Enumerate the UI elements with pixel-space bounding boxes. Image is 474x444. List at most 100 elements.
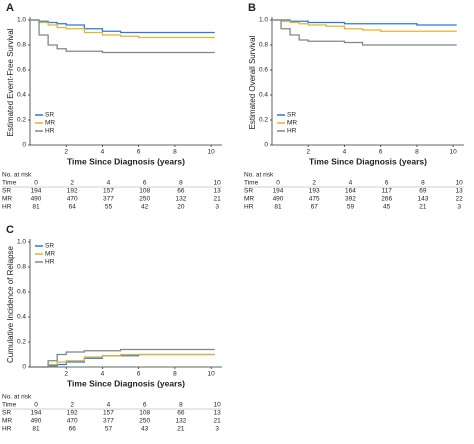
legend-label: MR — [45, 251, 55, 258]
risk-count: 377 — [103, 196, 114, 203]
survival-curve — [30, 19, 215, 34]
y-tick-label: 0.4 — [17, 314, 26, 321]
y-axis-title: Estimated Overall Survival — [248, 35, 257, 129]
risk-count: 13 — [214, 188, 222, 195]
survival-curve — [30, 348, 215, 368]
risk-count: 194 — [31, 188, 42, 195]
y-tick-label: 0 — [22, 364, 26, 371]
risk-time: 8 — [179, 402, 183, 409]
risk-time: 4 — [107, 180, 111, 187]
risk-count: 193 — [309, 188, 320, 195]
risk-count: 20 — [177, 204, 185, 211]
x-axis-title: Time Since Diagnosis (years) — [67, 156, 185, 166]
x-tick-label: 6 — [137, 149, 141, 156]
y-tick-label: 0.2 — [259, 117, 268, 124]
x-tick-label: 4 — [101, 149, 105, 156]
panel-label: C — [6, 224, 14, 236]
x-tick-label: 8 — [173, 371, 177, 378]
risk-count: 490 — [31, 418, 42, 425]
x-tick-label: 2 — [64, 149, 68, 156]
risk-table-header: Time — [2, 402, 17, 409]
risk-table-header: Time — [2, 180, 17, 187]
y-tick-label: 0.6 — [17, 67, 26, 74]
y-tick-label: 0.8 — [259, 42, 268, 49]
survival-curve — [272, 19, 457, 26]
risk-time: 4 — [107, 402, 111, 409]
risk-row-label: HR — [2, 426, 12, 433]
x-tick-label: 6 — [137, 371, 141, 378]
y-tick-label: 0.4 — [259, 92, 268, 99]
risk-count: 132 — [175, 418, 186, 425]
risk-count: 81 — [32, 204, 40, 211]
risk-count: 21 — [214, 418, 222, 425]
survival-curve — [30, 19, 215, 54]
risk-time: 0 — [276, 180, 280, 187]
risk-count: 81 — [274, 204, 282, 211]
risk-count: 42 — [141, 204, 149, 211]
y-tick-label: 0 — [22, 142, 26, 149]
risk-row-label: SR — [244, 188, 253, 195]
risk-count: 59 — [347, 204, 355, 211]
risk-count: 81 — [32, 426, 40, 433]
risk-time: 8 — [421, 180, 425, 187]
risk-count: 250 — [139, 196, 150, 203]
risk-row-label: SR — [2, 188, 11, 195]
risk-count: 164 — [345, 188, 356, 195]
risk-count: 3 — [215, 426, 219, 433]
risk-count: 69 — [419, 188, 427, 195]
risk-count: 21 — [419, 204, 427, 211]
legend-label: HR — [45, 128, 55, 135]
risk-time: 10 — [214, 180, 222, 187]
legend-label: MR — [287, 120, 297, 127]
y-tick-label: 0.4 — [17, 92, 26, 99]
risk-count: 143 — [417, 196, 428, 203]
x-tick-label: 8 — [173, 149, 177, 156]
risk-count: 157 — [103, 188, 114, 195]
risk-count: 21 — [214, 196, 222, 203]
y-tick-label: 0 — [264, 142, 268, 149]
panel-label: B — [248, 2, 256, 14]
y-tick-label: 0.2 — [17, 339, 26, 346]
risk-count: 13 — [214, 410, 222, 417]
risk-time: 10 — [214, 402, 222, 409]
y-tick-label: 1.0 — [17, 239, 26, 246]
risk-count: 13 — [456, 188, 464, 195]
risk-row-label: HR — [244, 204, 254, 211]
risk-time: 0 — [34, 180, 38, 187]
x-tick-label: 8 — [415, 149, 419, 156]
x-tick-label: 10 — [208, 149, 216, 156]
risk-count: 192 — [67, 410, 78, 417]
risk-count: 490 — [31, 196, 42, 203]
legend-label: HR — [287, 128, 297, 135]
risk-row-label: MR — [244, 196, 254, 203]
y-tick-label: 0.8 — [17, 264, 26, 271]
panel-label: A — [6, 2, 14, 14]
risk-count: 194 — [273, 188, 284, 195]
risk-count: 22 — [456, 196, 464, 203]
x-tick-label: 10 — [450, 149, 458, 156]
risk-count: 64 — [69, 204, 77, 211]
risk-time: 2 — [312, 180, 316, 187]
x-tick-label: 4 — [101, 371, 105, 378]
risk-count: 66 — [177, 410, 185, 417]
risk-count: 66 — [177, 188, 185, 195]
risk-count: 108 — [139, 188, 150, 195]
y-tick-label: 0.8 — [17, 42, 26, 49]
risk-time: 10 — [456, 180, 464, 187]
y-axis-title: Estimated Event-Free Survival — [6, 28, 15, 136]
risk-row-label: HR — [2, 204, 12, 211]
x-tick-label: 4 — [343, 149, 347, 156]
survival-curve — [272, 19, 457, 46]
y-tick-label: 0.2 — [17, 117, 26, 124]
risk-count: 117 — [381, 188, 392, 195]
x-axis-title: Time Since Diagnosis (years) — [67, 378, 185, 388]
risk-time: 4 — [349, 180, 353, 187]
risk-count: 3 — [457, 204, 461, 211]
y-tick-label: 1.0 — [259, 17, 268, 24]
risk-time: 6 — [143, 402, 147, 409]
legend-label: SR — [45, 112, 54, 119]
x-tick-label: 2 — [64, 371, 68, 378]
risk-time: 2 — [70, 402, 74, 409]
y-tick-label: 0.6 — [259, 67, 268, 74]
